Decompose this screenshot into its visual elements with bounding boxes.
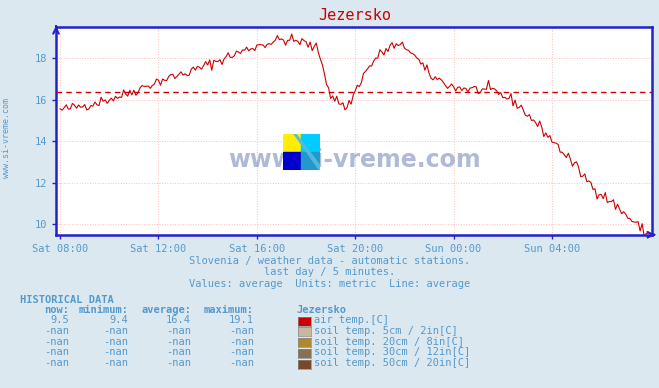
Text: last day / 5 minutes.: last day / 5 minutes. [264,267,395,277]
Text: -nan: -nan [103,336,129,346]
Bar [302,134,320,152]
Text: -nan: -nan [103,347,129,357]
Text: Values: average  Units: metric  Line: average: Values: average Units: metric Line: aver… [189,279,470,289]
Bar [283,152,302,170]
Text: 16.4: 16.4 [166,315,191,325]
Text: www.si-vreme.com: www.si-vreme.com [228,148,480,172]
Polygon shape [294,134,320,170]
Text: -nan: -nan [166,336,191,346]
Text: -nan: -nan [103,358,129,368]
Text: 9.5: 9.5 [51,315,69,325]
Text: -nan: -nan [166,347,191,357]
Text: -nan: -nan [229,336,254,346]
Bar [283,134,302,152]
Text: soil temp. 5cm / 2in[C]: soil temp. 5cm / 2in[C] [314,326,457,336]
Text: soil temp. 20cm / 8in[C]: soil temp. 20cm / 8in[C] [314,336,464,346]
Text: minimum:: minimum: [78,305,129,315]
Text: -nan: -nan [44,336,69,346]
Text: air temp.[C]: air temp.[C] [314,315,389,325]
Text: soil temp. 30cm / 12in[C]: soil temp. 30cm / 12in[C] [314,347,470,357]
Text: -nan: -nan [44,358,69,368]
Text: -nan: -nan [166,358,191,368]
Text: Slovenia / weather data - automatic stations.: Slovenia / weather data - automatic stat… [189,256,470,266]
Text: -nan: -nan [229,358,254,368]
Text: 19.1: 19.1 [229,315,254,325]
Text: -nan: -nan [229,347,254,357]
Text: HISTORICAL DATA: HISTORICAL DATA [20,294,113,305]
Title: Jezersko: Jezersko [318,8,391,23]
Text: soil temp. 50cm / 20in[C]: soil temp. 50cm / 20in[C] [314,358,470,368]
Text: -nan: -nan [229,326,254,336]
Text: 9.4: 9.4 [110,315,129,325]
Text: -nan: -nan [166,326,191,336]
Bar [302,152,320,170]
Text: -nan: -nan [103,326,129,336]
Text: -nan: -nan [44,326,69,336]
Text: maximum:: maximum: [204,305,254,315]
Text: Jezersko: Jezersko [297,305,347,315]
Text: now:: now: [44,305,69,315]
Text: -nan: -nan [44,347,69,357]
Text: average:: average: [141,305,191,315]
Text: www.si-vreme.com: www.si-vreme.com [2,98,11,178]
